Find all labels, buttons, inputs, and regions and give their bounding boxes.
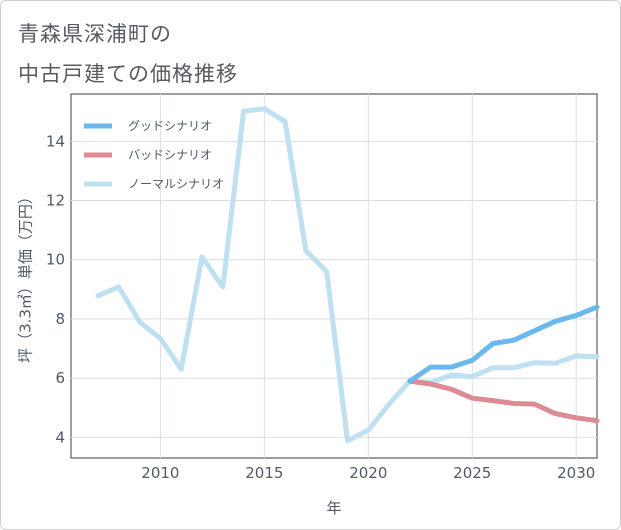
x-tick-label: 2020 [349,464,387,482]
y-tick-label: 4 [55,428,65,446]
series-line-good [407,304,600,384]
y-tick-label: 12 [46,192,65,210]
x-tick-label: 2010 [141,464,179,482]
y-tick-label: 14 [46,132,65,150]
y-tick-label: 10 [46,251,65,269]
y-tick-label: 8 [55,310,65,328]
chart-title-line-1: 青森県深浦町の [18,22,172,46]
x-axis-title: 年 [326,499,341,517]
x-tick-label: 2015 [245,464,283,482]
grid-lines [71,94,597,458]
legend-label-normal[interactable]: ノーマルシナリオ [128,177,224,191]
x-tick-label: 2025 [453,464,491,482]
plot-area [70,93,598,459]
y-axis-title: 坪（3.3㎡）単価（万円） [17,189,35,363]
series-layer [95,106,600,444]
legend-label-good[interactable]: グッドシナリオ [128,119,212,133]
series-line-normal [95,106,600,444]
y-tick-label: 6 [55,369,65,387]
series-line-bad [407,378,600,424]
x-tick-label: 2030 [557,464,595,482]
tick-labels: 2010 2015 2020 2025 2030 4 6 8 10 12 14 [46,132,595,482]
legend-label-bad[interactable]: バッドシナリオ [128,148,212,162]
chart-title-line-2: 中古戸建ての価格推移 [18,62,238,86]
